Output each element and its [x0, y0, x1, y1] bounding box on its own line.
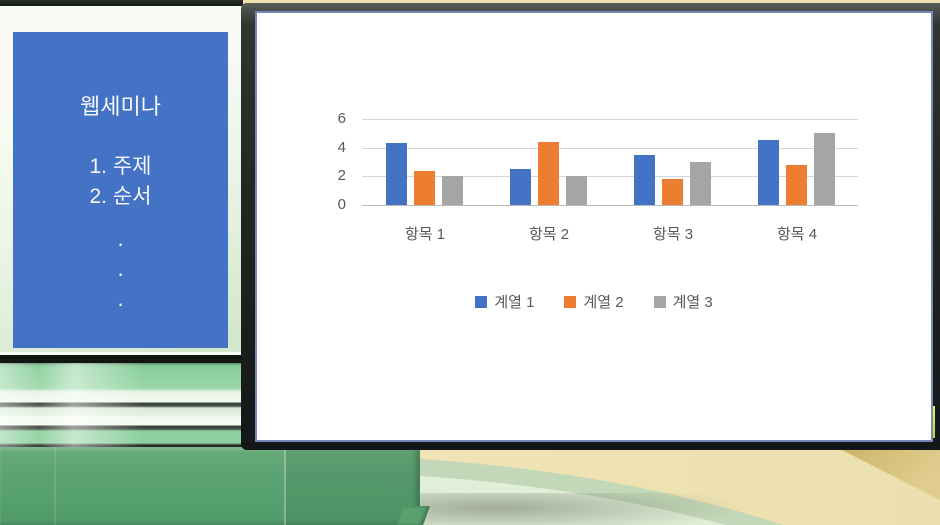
legend-marker-icon	[475, 295, 488, 308]
board-surface: 웹세미나 1. 주제 2. 순서 . . .	[0, 6, 243, 352]
bar-chart: 0 2 4 6 항목 1 항목 2 항목 3 항목 4 계열 1 계열 2 계열 3	[257, 13, 931, 440]
panel-item: 2. 순서	[89, 185, 152, 208]
gridline	[362, 147, 858, 149]
category-label: 항목 2	[528, 226, 570, 243]
legend-marker-icon	[564, 295, 577, 308]
monitor: 0 2 4 6 항목 1 항목 2 항목 3 항목 4 계열 1 계열 2 계열 3	[241, 3, 940, 450]
bar-series-3	[442, 176, 463, 205]
bar-series-1	[510, 169, 531, 205]
bar-series-1	[386, 143, 407, 205]
category-label: 항목 4	[776, 226, 818, 243]
bar-series-2	[538, 141, 559, 205]
legend-label: 계열 3	[672, 294, 713, 311]
monitor-stand	[0, 447, 420, 525]
presentation-screen: 0 2 4 6 항목 1 항목 2 항목 3 항목 4 계열 1 계열 2 계열 3	[255, 11, 933, 442]
bar-series-2	[414, 170, 435, 205]
panel-title: 웹세미나	[80, 94, 161, 119]
stand-shading	[286, 447, 420, 525]
bar-series-3	[814, 133, 835, 205]
panel-dot: .	[117, 286, 124, 311]
legend-item: 계열 2	[564, 291, 624, 312]
y-tick-label: 4	[337, 138, 346, 156]
bar-series-1	[634, 154, 655, 205]
stand-seam	[54, 447, 56, 525]
bar-series-2	[662, 179, 683, 205]
chart-legend: 계열 1 계열 2 계열 3	[297, 291, 891, 312]
y-tick-label: 6	[337, 109, 346, 127]
left-board: 웹세미나 1. 주제 2. 순서 . . .	[0, 0, 243, 363]
panel-dot: .	[117, 226, 124, 251]
floor-shadow-wedge	[838, 448, 940, 500]
y-tick-label: 0	[337, 196, 346, 213]
notes-panel: 웹세미나 1. 주제 2. 순서 . . .	[13, 32, 228, 348]
y-tick-label: 2	[337, 167, 346, 185]
legend-label: 계열 1	[494, 294, 535, 311]
legend-label: 계열 2	[583, 294, 624, 311]
stand-seam	[284, 447, 286, 525]
category-label: 항목 3	[652, 226, 694, 243]
bar-series-3	[690, 161, 711, 205]
legend-item: 계열 3	[653, 291, 713, 312]
bar-series-2	[786, 164, 807, 205]
striped-wall	[0, 362, 247, 448]
bar-series-3	[566, 176, 587, 205]
legend-marker-icon	[653, 295, 666, 308]
panel-item: 1. 주제	[89, 155, 152, 178]
pedestal-shadow	[395, 493, 755, 525]
bar-series-1	[758, 140, 779, 205]
gridline	[362, 118, 858, 120]
studio-floor	[0, 448, 940, 525]
board-bottom-edge	[0, 352, 243, 363]
panel-dot: .	[117, 256, 124, 281]
legend-item: 계열 1	[475, 291, 534, 312]
gridline	[362, 176, 858, 178]
board-top-edge	[0, 0, 243, 6]
category-label: 항목 1	[404, 226, 446, 243]
x-axis-line	[362, 205, 858, 206]
